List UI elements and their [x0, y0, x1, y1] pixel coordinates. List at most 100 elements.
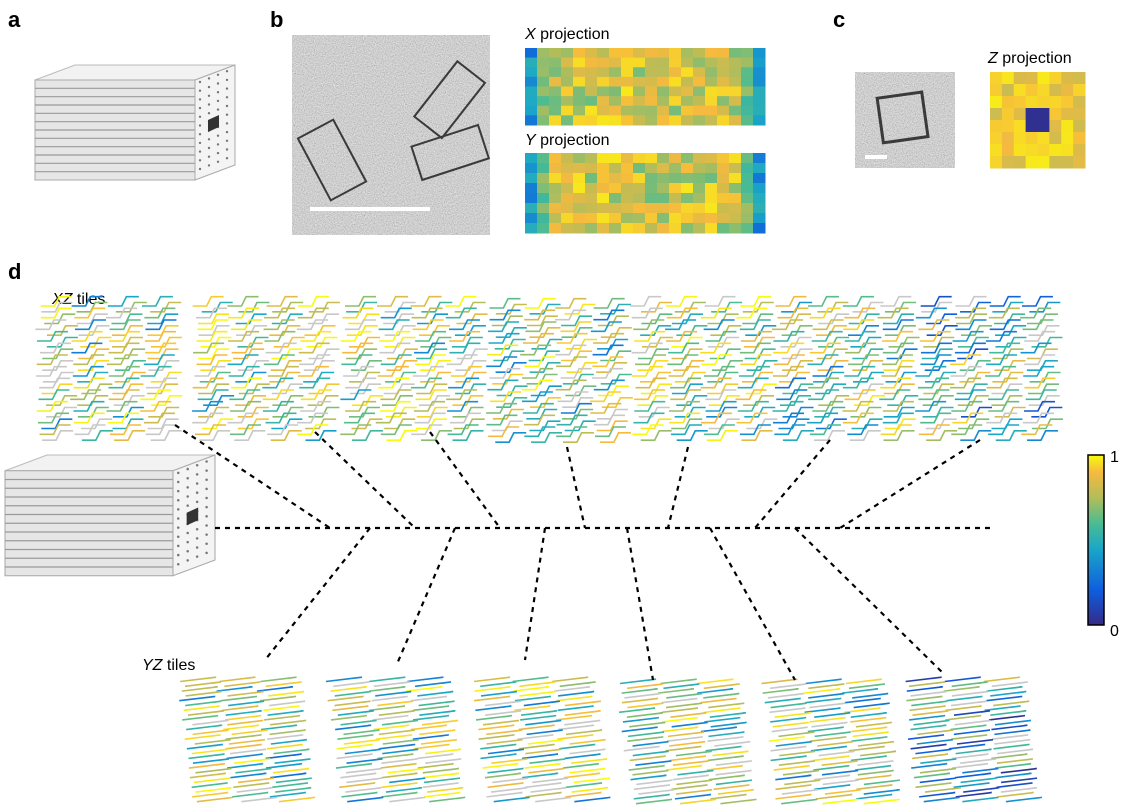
strand	[849, 746, 885, 750]
strand	[852, 349, 883, 358]
strand	[451, 367, 482, 376]
strand	[742, 373, 773, 382]
heatmap-cell	[633, 213, 646, 224]
strand	[775, 713, 811, 717]
strand	[528, 769, 564, 773]
heatmap-cell	[633, 163, 646, 174]
strand	[782, 790, 818, 794]
dashed-line	[710, 528, 795, 680]
heatmap-cell	[561, 48, 574, 58]
heatmap-cell	[633, 106, 646, 116]
heatmap-cell	[681, 173, 694, 184]
helix-end	[208, 156, 210, 158]
heatmap-cell	[705, 153, 718, 164]
strand	[228, 297, 259, 306]
strand	[571, 759, 607, 763]
strand	[232, 730, 268, 734]
heatmap-cell	[729, 163, 742, 174]
strand	[779, 751, 815, 755]
strand	[996, 431, 1027, 440]
heatmap-cell	[549, 96, 562, 106]
strand	[192, 720, 228, 724]
strand	[704, 425, 735, 434]
heatmap-cell	[597, 213, 610, 224]
strand	[563, 375, 594, 384]
heatmap-cell	[597, 203, 610, 214]
strand	[640, 373, 671, 382]
strand	[272, 384, 303, 393]
heatmap-cell	[1061, 120, 1073, 133]
heatmap-cell	[645, 173, 658, 184]
heatmap-cell	[717, 67, 730, 77]
strand	[74, 413, 105, 422]
heatmap-cell	[1073, 156, 1085, 169]
strand	[675, 408, 706, 417]
heatmap-cell	[1061, 156, 1073, 169]
strand	[558, 706, 594, 710]
strand	[952, 692, 988, 696]
strand	[413, 706, 449, 710]
strand	[229, 390, 260, 399]
heatmap-cell	[549, 115, 562, 125]
heatmap-cell	[681, 48, 694, 58]
strand	[305, 419, 336, 428]
strand	[990, 711, 1026, 715]
strand	[671, 419, 702, 428]
strand	[423, 773, 459, 777]
heatmap-cell	[561, 67, 574, 77]
heatmap-cell	[549, 193, 562, 204]
strand	[781, 799, 817, 803]
strand	[180, 677, 216, 681]
strand	[231, 320, 262, 329]
heatmap-cell	[573, 183, 586, 194]
strand	[740, 343, 771, 352]
strand	[377, 754, 413, 758]
strand	[672, 338, 703, 347]
strand	[676, 790, 712, 794]
heatmap-cell	[621, 115, 634, 125]
strand	[920, 413, 951, 422]
strand	[73, 367, 104, 376]
strand	[985, 706, 1021, 710]
strand	[495, 433, 526, 442]
heatmap-cell	[990, 120, 1002, 133]
strand	[633, 742, 669, 746]
helix-end	[208, 112, 210, 114]
heatmap-cell	[549, 77, 562, 87]
heatmap-cell	[633, 153, 646, 164]
strand	[38, 413, 69, 422]
heatmap-cell	[657, 87, 670, 97]
strand	[114, 431, 145, 440]
strand	[701, 727, 737, 731]
heatmap-cell	[525, 58, 538, 68]
strand	[926, 431, 957, 440]
heatmap-cell	[681, 106, 694, 116]
strand	[811, 746, 847, 750]
heatmap-cell	[621, 58, 634, 68]
strand	[777, 308, 808, 317]
heatmap-cell	[753, 48, 766, 58]
strand	[112, 384, 143, 393]
heatmap-cell	[549, 48, 562, 58]
strand	[35, 320, 66, 329]
heatmap-cell	[1038, 84, 1050, 97]
strand	[185, 701, 221, 705]
heatmap-cell	[609, 58, 622, 68]
strand	[385, 326, 416, 335]
heatmap-cell	[573, 67, 586, 77]
strand	[421, 740, 457, 744]
strand	[151, 338, 182, 347]
strand	[487, 793, 523, 797]
strand	[237, 338, 268, 347]
heatmap-cell	[1061, 144, 1073, 157]
strand	[676, 326, 707, 335]
strand	[493, 351, 524, 360]
strand	[379, 730, 415, 734]
strand	[179, 696, 215, 700]
heatmap-cell	[741, 163, 754, 174]
heatmap-cell	[633, 193, 646, 204]
strand	[189, 764, 225, 768]
strand	[808, 390, 839, 399]
strand	[229, 740, 265, 744]
heatmap-cell	[585, 153, 598, 164]
